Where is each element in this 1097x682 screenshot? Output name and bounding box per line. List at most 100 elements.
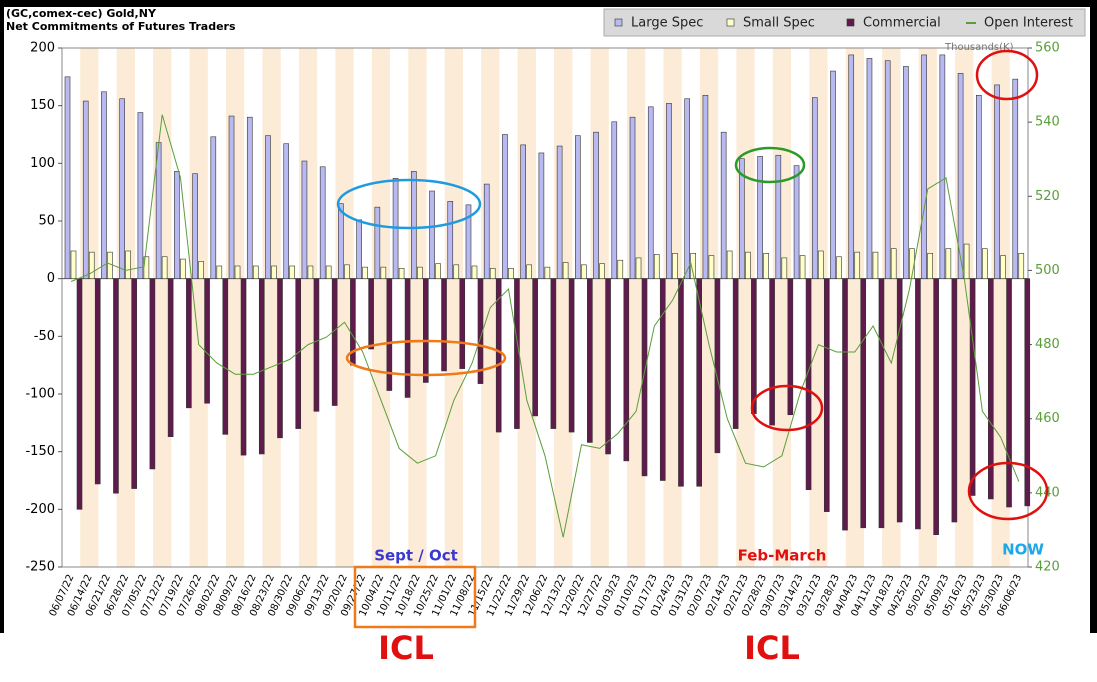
bar (951, 278, 958, 523)
bar (799, 255, 806, 279)
bar (830, 70, 836, 279)
bar (860, 278, 867, 529)
bar (617, 259, 624, 279)
frame-top (0, 0, 1097, 7)
bar (489, 267, 496, 279)
bar (210, 136, 217, 279)
bar (647, 106, 654, 279)
bar (927, 252, 933, 279)
frame-left (0, 0, 4, 633)
bar (805, 278, 812, 491)
bar (174, 171, 180, 279)
bar (325, 265, 332, 279)
legend: Large Spec Small Spec Commercial Open Inter… (614, 16, 1073, 31)
bar (842, 278, 848, 531)
y-tick-label: -200 (25, 502, 55, 517)
band (444, 48, 463, 567)
y-tick-label: 0 (47, 271, 55, 286)
bar (398, 267, 405, 279)
bar (386, 278, 393, 391)
annotation: NOW (1002, 541, 1044, 559)
bar (441, 278, 447, 372)
bar (757, 156, 763, 279)
bar (775, 154, 782, 279)
bar (605, 278, 611, 455)
bar (362, 266, 368, 279)
bar (629, 116, 636, 279)
legend-label: Small Spec (743, 16, 815, 31)
bar (988, 278, 994, 500)
bar (890, 248, 897, 279)
bar (307, 265, 314, 279)
chart-subtitle: Net Commitments of Futures Traders (6, 20, 236, 33)
annotation: ICL (744, 629, 800, 667)
y-tick-label: -250 (25, 560, 55, 575)
y-tick-label: 100 (30, 156, 55, 171)
bar (161, 256, 168, 279)
bar (623, 278, 630, 462)
bar (641, 278, 648, 477)
bar (787, 278, 794, 416)
frame-right (1090, 0, 1097, 633)
bar (483, 183, 490, 279)
bar (903, 66, 909, 279)
bar (823, 278, 830, 512)
line (70, 114, 1020, 538)
bar (167, 278, 174, 437)
bar (568, 278, 575, 433)
bar (872, 251, 879, 279)
bar (745, 251, 751, 279)
legend-label: Large Spec (631, 16, 703, 31)
bar (811, 97, 818, 279)
bar (836, 256, 842, 279)
bar (283, 143, 290, 279)
bar (696, 278, 702, 487)
bar (76, 278, 83, 510)
bar (465, 204, 472, 279)
bar (945, 248, 952, 279)
bar (1000, 255, 1006, 279)
y-tick-label: 200 (30, 41, 55, 56)
highlight-box (353, 565, 477, 629)
bar (234, 265, 241, 279)
bar (769, 278, 775, 426)
bar (550, 278, 557, 429)
bar (575, 135, 581, 279)
bar (435, 263, 441, 279)
bar (107, 251, 113, 279)
bar (356, 219, 362, 279)
bar (848, 54, 855, 279)
bar (411, 171, 417, 279)
bar (520, 144, 526, 279)
bar (544, 266, 551, 279)
legend-swatch (614, 18, 623, 27)
bar (70, 250, 77, 279)
bar (599, 263, 605, 279)
bar (82, 100, 89, 279)
y2-axis-label: Thousands(K) (944, 42, 1014, 53)
highlight-ellipse (336, 178, 482, 230)
bar (720, 131, 727, 279)
plot: -250-200-150-100-50050100150200420440460… (25, 41, 1059, 619)
bar (751, 278, 757, 414)
bar (957, 73, 964, 279)
bar (659, 278, 666, 481)
bar (228, 115, 235, 279)
bar (344, 264, 350, 279)
bar (240, 278, 247, 456)
bar (793, 165, 800, 279)
bar (581, 264, 587, 279)
y-tick-label: -150 (25, 444, 55, 459)
legend-label: Open Interest (984, 16, 1073, 31)
bar (137, 112, 144, 279)
bar (666, 103, 672, 279)
y2-tick-label: 540 (1035, 115, 1060, 130)
bar (252, 265, 259, 279)
annotation: ICL (378, 629, 434, 667)
bar (611, 121, 618, 279)
y-tick-label: 50 (38, 214, 55, 229)
bar (180, 258, 186, 279)
legend-swatch (846, 18, 855, 27)
y2-tick-label: 460 (1035, 411, 1060, 426)
